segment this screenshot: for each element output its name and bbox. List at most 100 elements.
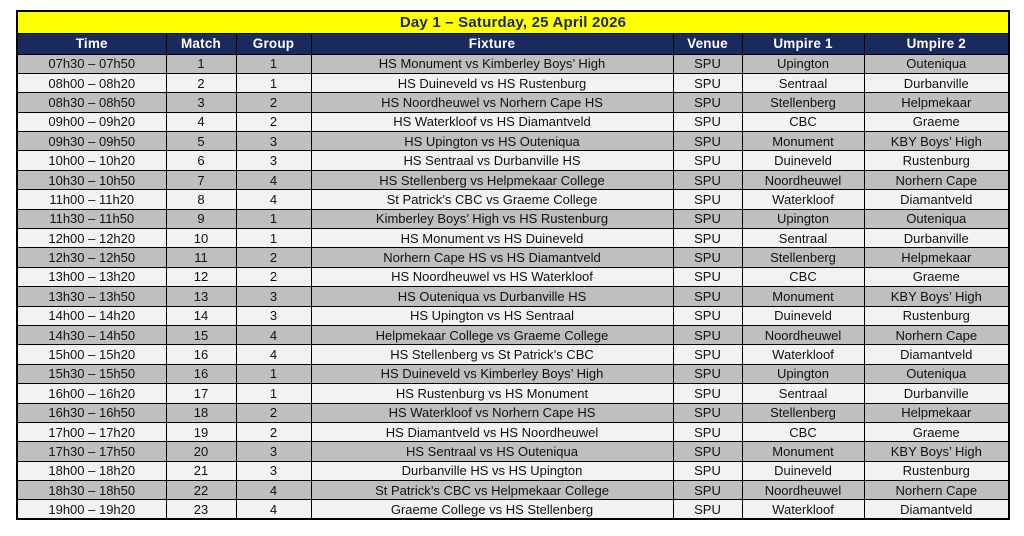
- cell-venue: SPU: [672, 499, 743, 520]
- cell-time: 09h30 – 09h50: [16, 131, 167, 152]
- cell-time: 12h00 – 12h20: [16, 228, 167, 249]
- cell-fixture: HS Duineveld vs Kimberley Boys’ High: [310, 363, 674, 385]
- cell-umpire2: Diamantveld: [863, 344, 1010, 365]
- cell-umpire1: Upington: [741, 208, 865, 230]
- cell-fixture: Norhern Cape HS vs HS Diamantveld: [310, 247, 674, 268]
- cell-umpire2: KBY Boys’ High: [863, 441, 1010, 462]
- cell-fixture: HS Upington vs HS Sentraal: [310, 305, 674, 326]
- cell-fixture: HS Upington vs HS Outeniqua: [310, 131, 674, 152]
- column-header-venue: Venue: [672, 32, 743, 55]
- cell-umpire1: Waterkloof: [741, 189, 865, 210]
- cell-match: 21: [165, 460, 237, 482]
- table-row: 16h30 – 16h50 18 2 HS Waterkloof vs Norhern…: [16, 402, 1010, 423]
- cell-match: 14: [165, 305, 237, 326]
- cell-match: 11: [165, 247, 237, 268]
- match-schedule-table: Day 1 – Saturday, 25 April 2026 Time Mat…: [16, 10, 1011, 521]
- cell-fixture: HS Stellenberg vs St Patrick’s CBC: [310, 344, 674, 365]
- table-row: 07h30 – 07h50 1 1 HS Monument vs Kimberley …: [16, 53, 1010, 74]
- cell-group: 1: [235, 53, 312, 74]
- cell-umpire1: Upington: [741, 53, 865, 74]
- cell-fixture: HS Duineveld vs HS Rustenburg: [310, 72, 674, 94]
- cell-venue: SPU: [672, 383, 743, 404]
- table-title: Day 1 – Saturday, 25 April 2026: [16, 10, 1010, 34]
- table-row: 18h00 – 18h20 21 3 Durbanville HS vs HS Upi…: [16, 460, 1010, 482]
- cell-umpire2: Helpmekaar: [863, 92, 1010, 113]
- cell-fixture: HS Sentraal vs HS Outeniqua: [310, 441, 674, 462]
- cell-umpire2: Norhern Cape: [863, 169, 1010, 191]
- cell-venue: SPU: [672, 189, 743, 210]
- cell-match: 6: [165, 150, 237, 171]
- cell-group: 3: [235, 441, 312, 462]
- cell-time: 19h00 – 19h20: [16, 499, 167, 520]
- cell-venue: SPU: [672, 402, 743, 423]
- cell-venue: SPU: [672, 247, 743, 268]
- cell-umpire2: Norhern Cape: [863, 480, 1010, 501]
- cell-umpire1: Duineveld: [741, 460, 865, 482]
- cell-umpire2: Durbanville: [863, 72, 1010, 94]
- cell-venue: SPU: [672, 441, 743, 462]
- cell-group: 4: [235, 324, 312, 346]
- cell-umpire2: Rustenburg: [863, 150, 1010, 171]
- table-row: 15h30 – 15h50 16 1 HS Duineveld vs Kimberle…: [16, 363, 1010, 385]
- cell-venue: SPU: [672, 324, 743, 346]
- cell-group: 3: [235, 131, 312, 152]
- cell-venue: SPU: [672, 111, 743, 133]
- table-row: 17h30 – 17h50 20 3 HS Sentraal vs HS Outeni…: [16, 441, 1010, 462]
- cell-group: 1: [235, 228, 312, 249]
- cell-umpire1: Duineveld: [741, 305, 865, 326]
- cell-time: 16h00 – 16h20: [16, 383, 167, 404]
- cell-umpire2: Graeme: [863, 266, 1010, 288]
- cell-umpire1: Waterkloof: [741, 344, 865, 365]
- cell-match: 3: [165, 92, 237, 113]
- cell-time: 15h30 – 15h50: [16, 363, 167, 385]
- cell-match: 16: [165, 344, 237, 365]
- cell-fixture: Kimberley Boys’ High vs HS Rustenburg: [310, 208, 674, 230]
- cell-umpire1: CBC: [741, 111, 865, 133]
- cell-umpire2: Durbanville: [863, 228, 1010, 249]
- cell-match: 1: [165, 53, 237, 74]
- cell-umpire2: Rustenburg: [863, 305, 1010, 326]
- cell-group: 2: [235, 111, 312, 133]
- cell-match: 7: [165, 169, 237, 191]
- cell-umpire2: Diamantveld: [863, 499, 1010, 520]
- cell-umpire1: Upington: [741, 363, 865, 385]
- cell-umpire2: Graeme: [863, 421, 1010, 443]
- cell-fixture: HS Sentraal vs Durbanville HS: [310, 150, 674, 171]
- table-row: 14h00 – 14h20 14 3 HS Upington vs HS Sentra…: [16, 305, 1010, 326]
- column-header-umpire2: Umpire 2: [863, 32, 1010, 55]
- table-row: 09h30 – 09h50 5 3 HS Upington vs HS Outeniq…: [16, 131, 1010, 152]
- cell-venue: SPU: [672, 228, 743, 249]
- cell-time: 08h30 – 08h50: [16, 92, 167, 113]
- cell-fixture: HS Waterkloof vs HS Diamantveld: [310, 111, 674, 133]
- cell-time: 14h30 – 14h50: [16, 324, 167, 346]
- cell-match: 16: [165, 363, 237, 385]
- table-row: 10h30 – 10h50 7 4 HS Stellenberg vs Helpmek…: [16, 169, 1010, 191]
- cell-group: 4: [235, 169, 312, 191]
- cell-fixture: HS Outeniqua vs Durbanville HS: [310, 286, 674, 307]
- cell-time: 13h00 – 13h20: [16, 266, 167, 288]
- cell-venue: SPU: [672, 480, 743, 501]
- table-row: 15h00 – 15h20 16 4 HS Stellenberg vs St Pat…: [16, 344, 1010, 365]
- cell-umpire2: Outeniqua: [863, 363, 1010, 385]
- cell-group: 2: [235, 421, 312, 443]
- cell-time: 15h00 – 15h20: [16, 344, 167, 365]
- cell-umpire2: KBY Boys’ High: [863, 131, 1010, 152]
- table-row: 12h30 – 12h50 11 2 Norhern Cape HS vs HS Di…: [16, 247, 1010, 268]
- cell-fixture: HS Noordheuwel vs HS Waterkloof: [310, 266, 674, 288]
- cell-time: 17h30 – 17h50: [16, 441, 167, 462]
- cell-umpire1: Monument: [741, 286, 865, 307]
- cell-fixture: HS Rustenburg vs HS Monument: [310, 383, 674, 404]
- cell-venue: SPU: [672, 305, 743, 326]
- cell-group: 3: [235, 460, 312, 482]
- table-row: 13h00 – 13h20 12 2 HS Noordheuwel vs HS Wat…: [16, 266, 1010, 288]
- cell-time: 07h30 – 07h50: [16, 53, 167, 74]
- cell-fixture: HS Diamantveld vs HS Noordheuwel: [310, 421, 674, 443]
- cell-time: 13h30 – 13h50: [16, 286, 167, 307]
- table-row: 17h00 – 17h20 19 2 HS Diamantveld vs HS Noo…: [16, 421, 1010, 443]
- cell-group: 4: [235, 344, 312, 365]
- cell-umpire2: KBY Boys’ High: [863, 286, 1010, 307]
- cell-time: 10h00 – 10h20: [16, 150, 167, 171]
- table-row: 08h30 – 08h50 3 2 HS Noordheuwel vs Norhern…: [16, 92, 1010, 113]
- cell-time: 18h00 – 18h20: [16, 460, 167, 482]
- cell-fixture: Graeme College vs HS Stellenberg: [310, 499, 674, 520]
